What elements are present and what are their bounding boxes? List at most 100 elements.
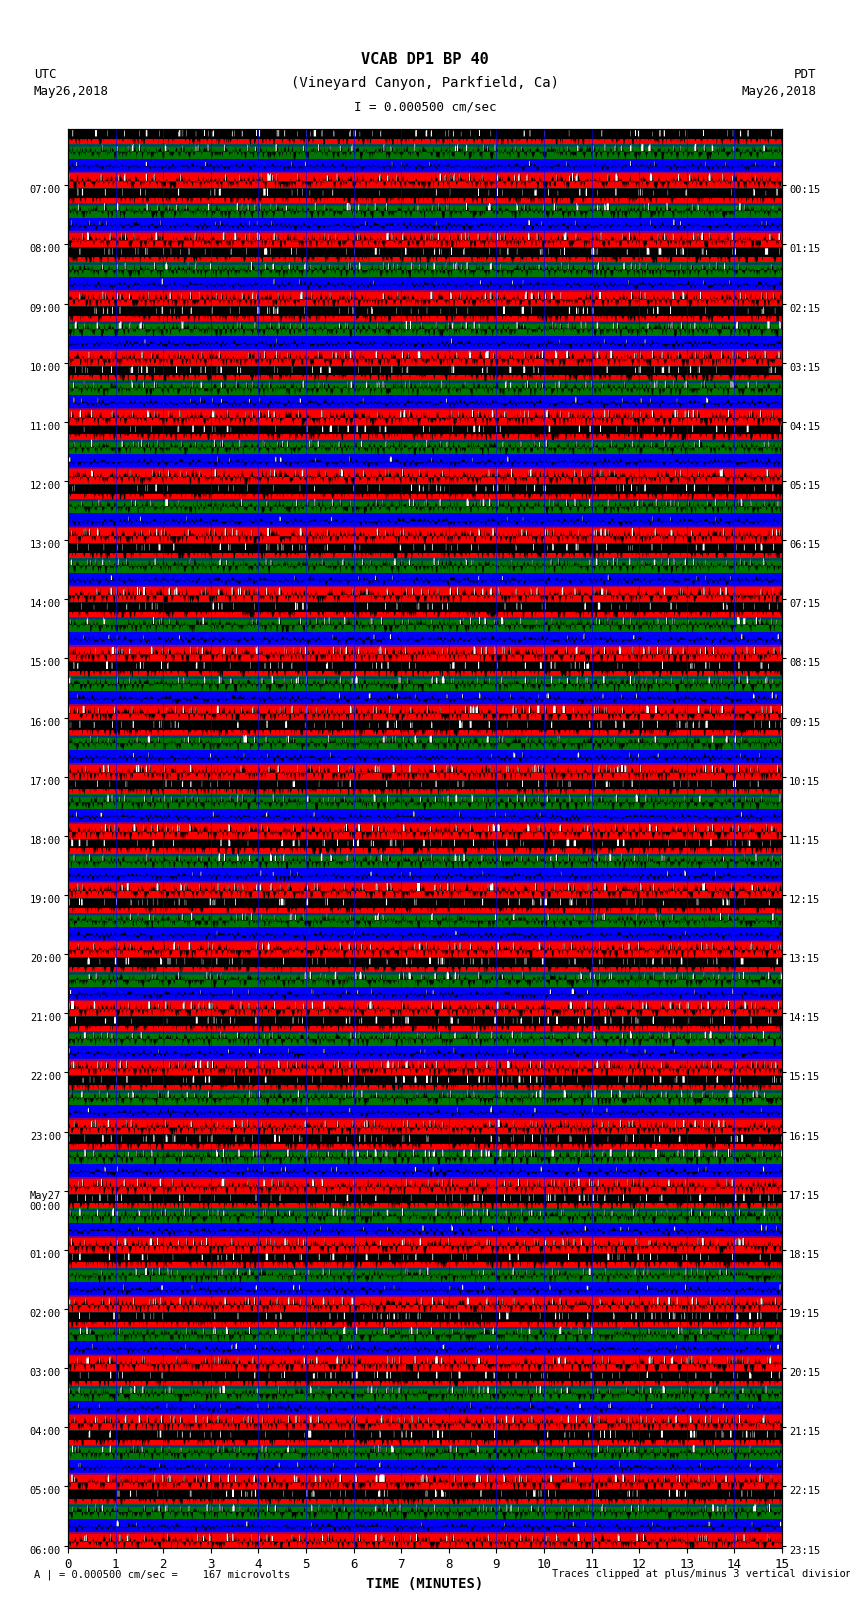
Bar — [68, 671, 782, 676]
Bar — [68, 1134, 782, 1144]
Bar — [68, 494, 782, 498]
Bar — [68, 942, 782, 957]
Bar — [68, 1440, 782, 1445]
Bar — [68, 198, 782, 203]
Bar — [68, 256, 782, 263]
Bar — [68, 1431, 782, 1440]
Bar — [68, 676, 782, 690]
Bar — [68, 232, 782, 247]
Bar — [68, 1239, 782, 1253]
Bar — [68, 706, 782, 721]
Bar — [68, 366, 782, 376]
Bar — [68, 1031, 782, 1045]
Bar — [68, 1371, 782, 1381]
Bar — [68, 174, 782, 189]
Bar — [68, 1086, 782, 1090]
Bar — [68, 632, 782, 647]
Bar — [68, 611, 782, 618]
Bar — [68, 1498, 782, 1503]
Bar — [68, 424, 782, 434]
Bar — [68, 731, 782, 736]
Bar — [68, 1282, 782, 1297]
Bar — [68, 1119, 782, 1134]
Bar — [68, 336, 782, 352]
Bar — [68, 908, 782, 913]
Bar — [68, 158, 782, 174]
Bar — [68, 1016, 782, 1026]
Text: PDT: PDT — [794, 68, 816, 81]
Bar — [68, 1026, 782, 1031]
Bar — [68, 1311, 782, 1321]
Bar — [68, 898, 782, 908]
Text: UTC: UTC — [34, 68, 56, 81]
Bar — [68, 966, 782, 971]
Bar — [68, 824, 782, 839]
Bar — [68, 618, 782, 632]
Bar — [68, 1105, 782, 1119]
Bar — [68, 690, 782, 706]
Bar — [68, 1144, 782, 1148]
Bar — [68, 1460, 782, 1474]
Bar — [68, 529, 782, 544]
Bar — [68, 1263, 782, 1268]
Bar — [68, 573, 782, 587]
Bar — [68, 1416, 782, 1431]
Bar — [68, 1194, 782, 1203]
Bar — [68, 1208, 782, 1223]
Bar — [68, 1203, 782, 1208]
Bar — [68, 316, 782, 321]
Text: A | = 0.000500 cm/sec =    167 microvolts: A | = 0.000500 cm/sec = 167 microvolts — [34, 1569, 290, 1581]
Bar — [68, 261, 782, 277]
Bar — [68, 853, 782, 868]
Bar — [68, 1061, 782, 1076]
Bar — [68, 868, 782, 884]
Bar — [68, 884, 782, 898]
Bar — [68, 352, 782, 366]
Bar — [68, 218, 782, 232]
Bar — [68, 779, 782, 789]
Bar — [68, 1489, 782, 1498]
Bar — [68, 927, 782, 942]
Bar — [68, 1165, 782, 1179]
Bar — [68, 277, 782, 292]
Bar — [68, 553, 782, 558]
Bar — [68, 1386, 782, 1400]
Bar — [68, 306, 782, 316]
Text: I = 0.000500 cm/sec: I = 0.000500 cm/sec — [354, 100, 496, 113]
Bar — [68, 395, 782, 410]
Text: May26,2018: May26,2018 — [741, 85, 816, 98]
Bar — [68, 1002, 782, 1016]
Bar — [68, 810, 782, 824]
Text: May26,2018: May26,2018 — [34, 85, 109, 98]
Bar — [68, 1534, 782, 1548]
Bar — [68, 957, 782, 966]
Bar — [68, 587, 782, 602]
Bar — [68, 1326, 782, 1342]
Bar — [68, 1297, 782, 1311]
Bar — [68, 376, 782, 381]
Bar — [68, 736, 782, 750]
Bar — [68, 1076, 782, 1086]
Bar — [68, 1357, 782, 1371]
Bar — [68, 544, 782, 553]
Bar — [68, 440, 782, 455]
Bar — [68, 987, 782, 1002]
Bar — [68, 1268, 782, 1282]
Bar — [68, 765, 782, 779]
Bar — [68, 203, 782, 218]
Bar — [68, 848, 782, 853]
Bar — [68, 434, 782, 440]
Bar — [68, 795, 782, 810]
Bar — [68, 1381, 782, 1386]
Text: (Vineyard Canyon, Parkfield, Ca): (Vineyard Canyon, Parkfield, Ca) — [291, 76, 559, 90]
Bar — [68, 1445, 782, 1460]
Bar — [68, 721, 782, 731]
Text: VCAB DP1 BP 40: VCAB DP1 BP 40 — [361, 52, 489, 66]
Bar — [68, 647, 782, 661]
Bar — [68, 139, 782, 144]
Text: Traces clipped at plus/minus 3 vertical divisions: Traces clipped at plus/minus 3 vertical … — [552, 1569, 850, 1579]
Bar — [68, 1253, 782, 1263]
Bar — [68, 602, 782, 611]
Bar — [68, 455, 782, 469]
Bar — [68, 558, 782, 573]
